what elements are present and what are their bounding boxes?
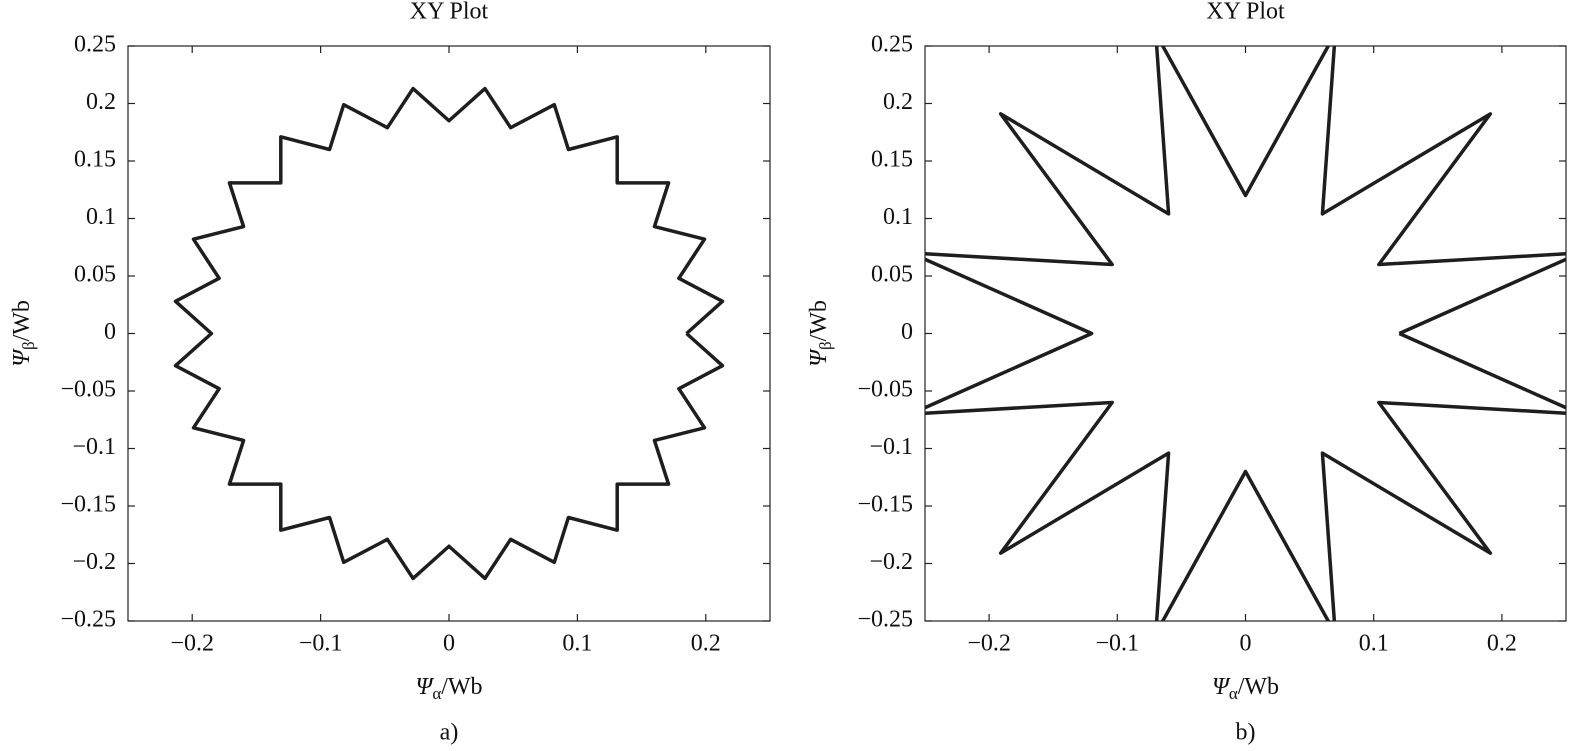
x-label: Ψα/Wb: [415, 674, 482, 703]
x-tick-label: 0.1: [562, 631, 592, 657]
y-tick-label: 0.05: [74, 262, 116, 288]
caption: a): [440, 720, 459, 746]
unit: /Wb: [9, 300, 35, 341]
x-tick-label: 0.2: [691, 631, 721, 657]
y-tick-label: −0.2: [72, 549, 116, 575]
chart-title: XY Plot: [1206, 0, 1285, 25]
subscript: β: [816, 341, 835, 350]
trajectory: [173, 86, 725, 581]
y-tick-label: 0.25: [871, 32, 913, 58]
x-tick-label: −0.2: [967, 631, 1011, 657]
y-tick-label: 0.25: [74, 32, 116, 58]
subscript: β: [19, 341, 38, 350]
symbol: Ψ: [806, 348, 832, 367]
y-tick-label: 0.15: [74, 147, 116, 173]
unit: /Wb: [1238, 674, 1279, 700]
y-tick-label: 0: [104, 319, 116, 345]
x-tick-label: −0.1: [1096, 631, 1140, 657]
x-tick-label: 0: [1240, 631, 1252, 657]
chart-title: XY Plot: [410, 0, 489, 25]
symbol: Ψ: [1212, 674, 1231, 700]
subscript: α: [432, 684, 441, 703]
axes-frame: [127, 45, 771, 622]
y-tick-label: −0.15: [60, 492, 116, 518]
y-tick-label: −0.1: [72, 434, 116, 460]
y-tick-label: −0.05: [60, 377, 116, 403]
x-label: Ψα/Wb: [1212, 674, 1279, 703]
y-tick-label: 0: [901, 319, 913, 345]
y-tick-label: 0.15: [871, 147, 913, 173]
y-tick-label: 0.1: [86, 204, 116, 230]
x-tick-label: 0.1: [1359, 631, 1389, 657]
x-tick-label: −0.2: [170, 631, 214, 657]
y-tick-label: −0.25: [60, 607, 116, 633]
unit: /Wb: [806, 300, 832, 341]
subscript: α: [1229, 684, 1238, 703]
caption: b): [1236, 720, 1256, 746]
y-tick-label: 0.1: [883, 204, 913, 230]
y-tick-label: −0.2: [869, 549, 913, 575]
y-label: Ψβ/Wb: [806, 300, 835, 367]
symbol: Ψ: [9, 348, 35, 367]
y-tick-label: 0.2: [883, 89, 913, 115]
trajectory: [925, 46, 1566, 621]
symbol: Ψ: [415, 674, 434, 700]
y-tick-label: −0.1: [869, 434, 913, 460]
x-tick-label: −0.1: [299, 631, 343, 657]
y-label: Ψβ/Wb: [9, 300, 38, 367]
x-tick-label: 0.2: [1487, 631, 1517, 657]
axes-frame: [924, 45, 1567, 622]
y-tick-label: 0.05: [871, 262, 913, 288]
unit: /Wb: [441, 674, 482, 700]
y-tick-label: 0.2: [86, 89, 116, 115]
x-tick-label: 0: [443, 631, 455, 657]
y-tick-label: −0.05: [857, 377, 913, 403]
y-tick-label: −0.25: [857, 607, 913, 633]
y-tick-label: −0.15: [857, 492, 913, 518]
